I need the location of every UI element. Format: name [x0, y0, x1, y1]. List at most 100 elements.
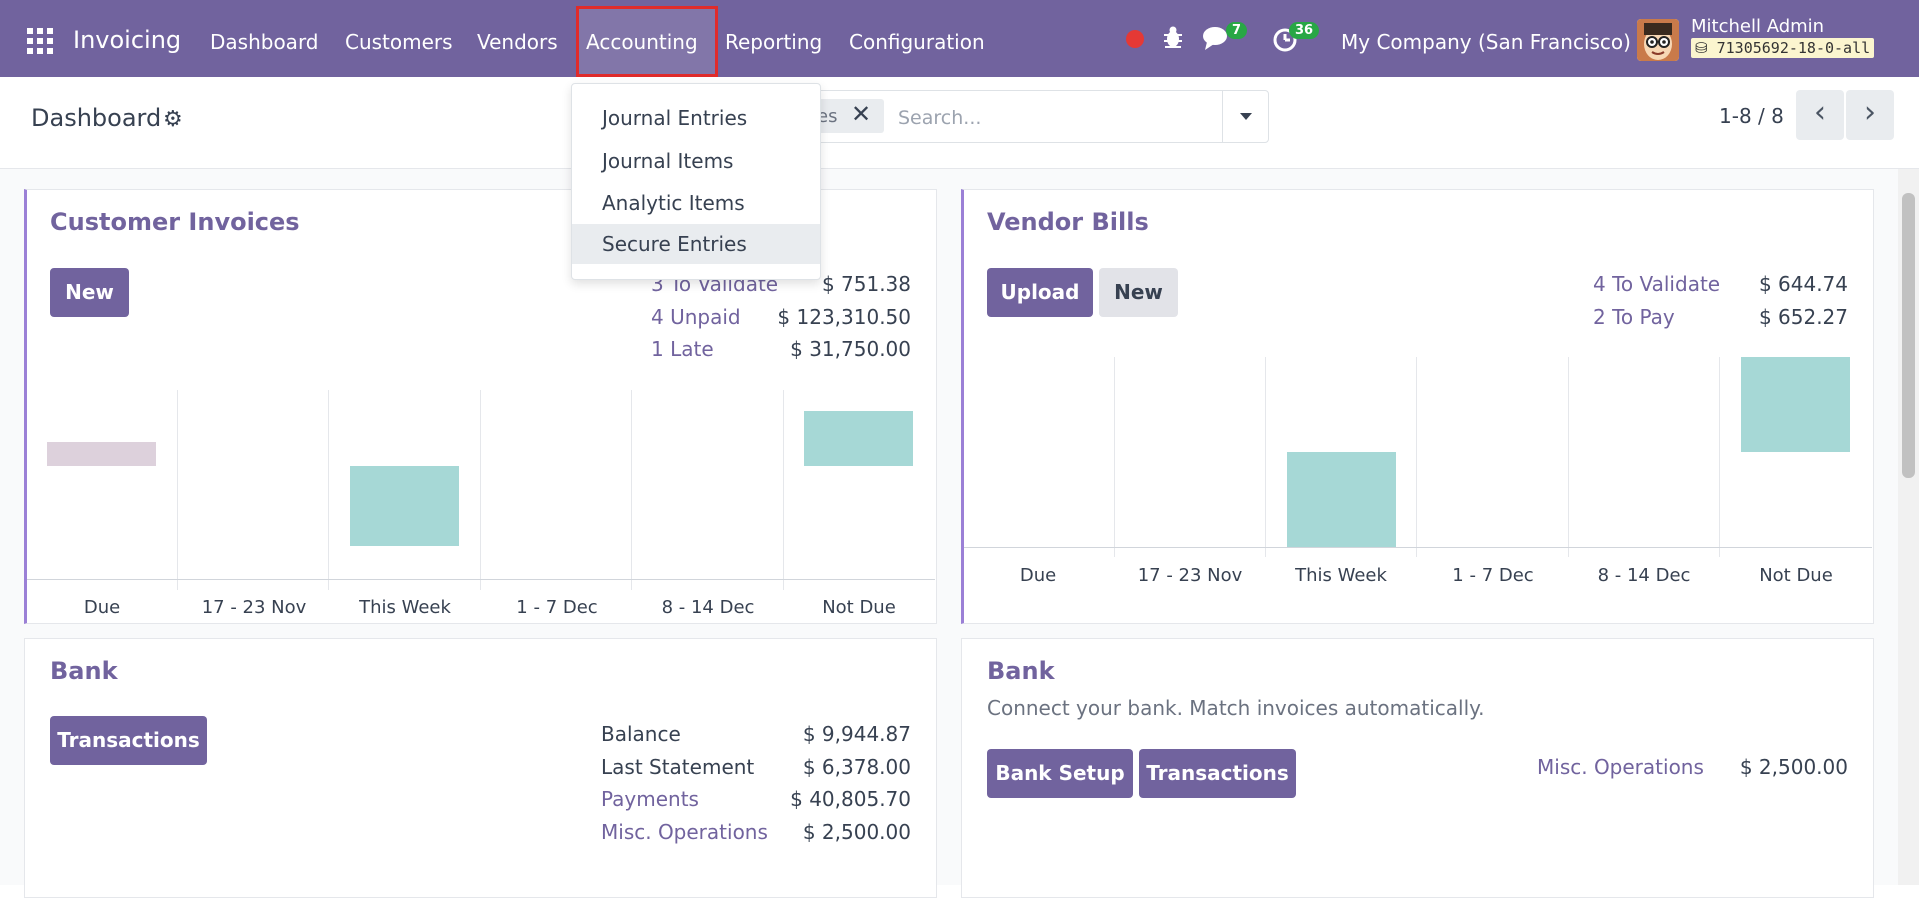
bank-1-balance-label: Balance: [601, 722, 681, 746]
accounting-dropdown-menu: Journal Entries Journal Items Analytic I…: [571, 83, 821, 280]
vb-chart-gridline: [1265, 357, 1266, 557]
ci-chart-label: 17 - 23 Nov: [201, 597, 307, 618]
vb-chart-label: 17 - 23 Nov: [1137, 565, 1243, 586]
vb-to-pay-label[interactable]: 2 To Pay: [1593, 305, 1675, 329]
ci-chart-label: 8 - 14 Dec: [661, 597, 755, 618]
vb-chart-label: Due: [1019, 565, 1057, 586]
bank-setup-button[interactable]: Bank Setup: [987, 749, 1133, 798]
vendor-bills-card: [961, 189, 1874, 624]
ci-bar-not-due[interactable]: [804, 411, 913, 466]
chat-count-badge: 7: [1226, 22, 1248, 39]
vb-chart-gridline: [1114, 357, 1115, 557]
ci-chart-gridline: [783, 390, 784, 590]
bank-1-payments-value: $ 40,805.70: [790, 787, 911, 811]
ci-chart-baseline: [27, 579, 935, 580]
ci-chart-label: 1 - 7 Dec: [516, 597, 598, 618]
vb-chart-gridline: [1416, 357, 1417, 557]
bank-1-last-statement-value: $ 6,378.00: [802, 755, 911, 779]
chat-icon[interactable]: [1202, 25, 1230, 57]
bug-icon[interactable]: [1162, 25, 1184, 55]
vb-chart-label: 1 - 7 Dec: [1452, 565, 1534, 586]
bank-2-transactions-button[interactable]: Transactions: [1139, 749, 1296, 798]
vb-chart-gridline: [1719, 357, 1720, 557]
bank-card-1: [24, 638, 937, 898]
new-invoice-button[interactable]: New: [50, 268, 129, 317]
bank-2-misc-label[interactable]: Misc. Operations: [1537, 755, 1704, 779]
ci-chart-label: Due: [83, 597, 121, 618]
gear-icon[interactable]: ⚙: [163, 107, 183, 132]
menu-dashboard[interactable]: Dashboard: [210, 30, 319, 54]
dropdown-analytic-items[interactable]: Analytic Items: [602, 191, 745, 215]
upload-bill-button[interactable]: Upload: [987, 268, 1093, 317]
record-icon[interactable]: [1126, 30, 1144, 48]
bank-2-misc-value: $ 2,500.00: [1739, 755, 1848, 779]
menu-vendors[interactable]: Vendors: [477, 30, 558, 54]
vb-chart-label: This Week: [1295, 565, 1387, 586]
ci-chart-gridline: [328, 390, 329, 590]
menu-customers[interactable]: Customers: [345, 30, 453, 54]
app-brand[interactable]: Invoicing: [73, 26, 182, 54]
dropdown-journal-items[interactable]: Journal Items: [602, 149, 734, 173]
apps-menu-icon[interactable]: [27, 28, 53, 54]
activity-count-badge: 36: [1289, 22, 1320, 39]
activity-clock-icon[interactable]: [1272, 27, 1298, 59]
search-facet: [812, 99, 884, 133]
customer-invoices-title[interactable]: Customer Invoices: [50, 208, 300, 236]
pager-previous-icon[interactable]: ‹: [1796, 90, 1844, 140]
vb-chart-baseline: [964, 547, 1872, 548]
ci-bar-due[interactable]: [47, 442, 156, 466]
search-options-toggle-icon[interactable]: [1222, 90, 1269, 143]
bank-1-last-statement-label: Last Statement: [601, 755, 755, 779]
vb-to-validate-value: $ 644.74: [1758, 272, 1848, 296]
facet-remove-icon[interactable]: ✕: [851, 100, 872, 128]
vb-chart-gridline: [1568, 357, 1569, 557]
bank-1-title[interactable]: Bank: [50, 657, 118, 685]
ci-chart-label: This Week: [359, 597, 451, 618]
dropdown-journal-entries[interactable]: Journal Entries: [602, 106, 748, 130]
ci-chart-label: Not Due: [822, 597, 896, 618]
ci-to-validate-value: $ 751.38: [821, 272, 911, 296]
vb-chart-label: 8 - 14 Dec: [1597, 565, 1691, 586]
bank-1-balance-value: $ 9,944.87: [802, 722, 911, 746]
ci-unpaid-label[interactable]: 4 Unpaid: [651, 305, 741, 329]
top-navbar: Invoicing Dashboard Customers Vendors Ac…: [0, 0, 1919, 77]
search-facet-label: es: [817, 106, 838, 127]
user-avatar[interactable]: [1637, 19, 1679, 61]
database-name: 71305692-18-0-all: [1716, 39, 1871, 57]
vb-bar-not-due[interactable]: [1741, 357, 1850, 452]
vb-to-validate-label[interactable]: 4 To Validate: [1593, 272, 1721, 296]
menu-reporting[interactable]: Reporting: [725, 30, 823, 54]
pager-next-icon[interactable]: ›: [1846, 90, 1894, 140]
database-chip: ⛁ 71305692-18-0-all: [1691, 38, 1875, 58]
menu-configuration[interactable]: Configuration: [849, 30, 985, 54]
bank-1-misc-label[interactable]: Misc. Operations: [601, 820, 768, 844]
user-name[interactable]: Mitchell Admin: [1691, 16, 1825, 37]
database-icon: ⛁: [1695, 39, 1708, 57]
vendor-bills-title[interactable]: Vendor Bills: [987, 208, 1149, 236]
bank-2-title[interactable]: Bank: [987, 657, 1055, 685]
company-switcher[interactable]: My Company (San Francisco): [1341, 30, 1631, 54]
search-input[interactable]: Search...: [898, 107, 982, 129]
ci-late-label[interactable]: 1 Late: [651, 337, 714, 361]
vb-chart-label: Not Due: [1759, 565, 1833, 586]
bank-1-transactions-button[interactable]: Transactions: [50, 716, 207, 765]
ci-unpaid-value: $ 123,310.50: [777, 305, 911, 329]
page-title: Dashboard: [31, 104, 162, 132]
ci-bar-this-week[interactable]: [350, 466, 459, 546]
accounting-highlight-box: [576, 6, 718, 77]
ci-chart-gridline: [177, 390, 178, 590]
ci-chart-gridline: [631, 390, 632, 590]
search-box[interactable]: [812, 90, 1269, 143]
dropdown-secure-entries[interactable]: Secure Entries: [572, 224, 820, 264]
bank-1-misc-value: $ 2,500.00: [802, 820, 911, 844]
pager-value[interactable]: 1-8 / 8: [1719, 104, 1784, 128]
scrollbar-thumb[interactable]: [1902, 193, 1915, 478]
vb-to-pay-value: $ 652.27: [1758, 305, 1848, 329]
new-bill-button[interactable]: New: [1099, 268, 1178, 317]
bank-2-subtitle: Connect your bank. Match invoices automa…: [987, 696, 1485, 720]
ci-chart-gridline: [480, 390, 481, 590]
ci-late-value: $ 31,750.00: [790, 337, 911, 361]
vb-bar-this-week[interactable]: [1287, 452, 1396, 547]
menu-accounting[interactable]: Accounting: [586, 30, 698, 54]
bank-1-payments-label[interactable]: Payments: [601, 787, 699, 811]
